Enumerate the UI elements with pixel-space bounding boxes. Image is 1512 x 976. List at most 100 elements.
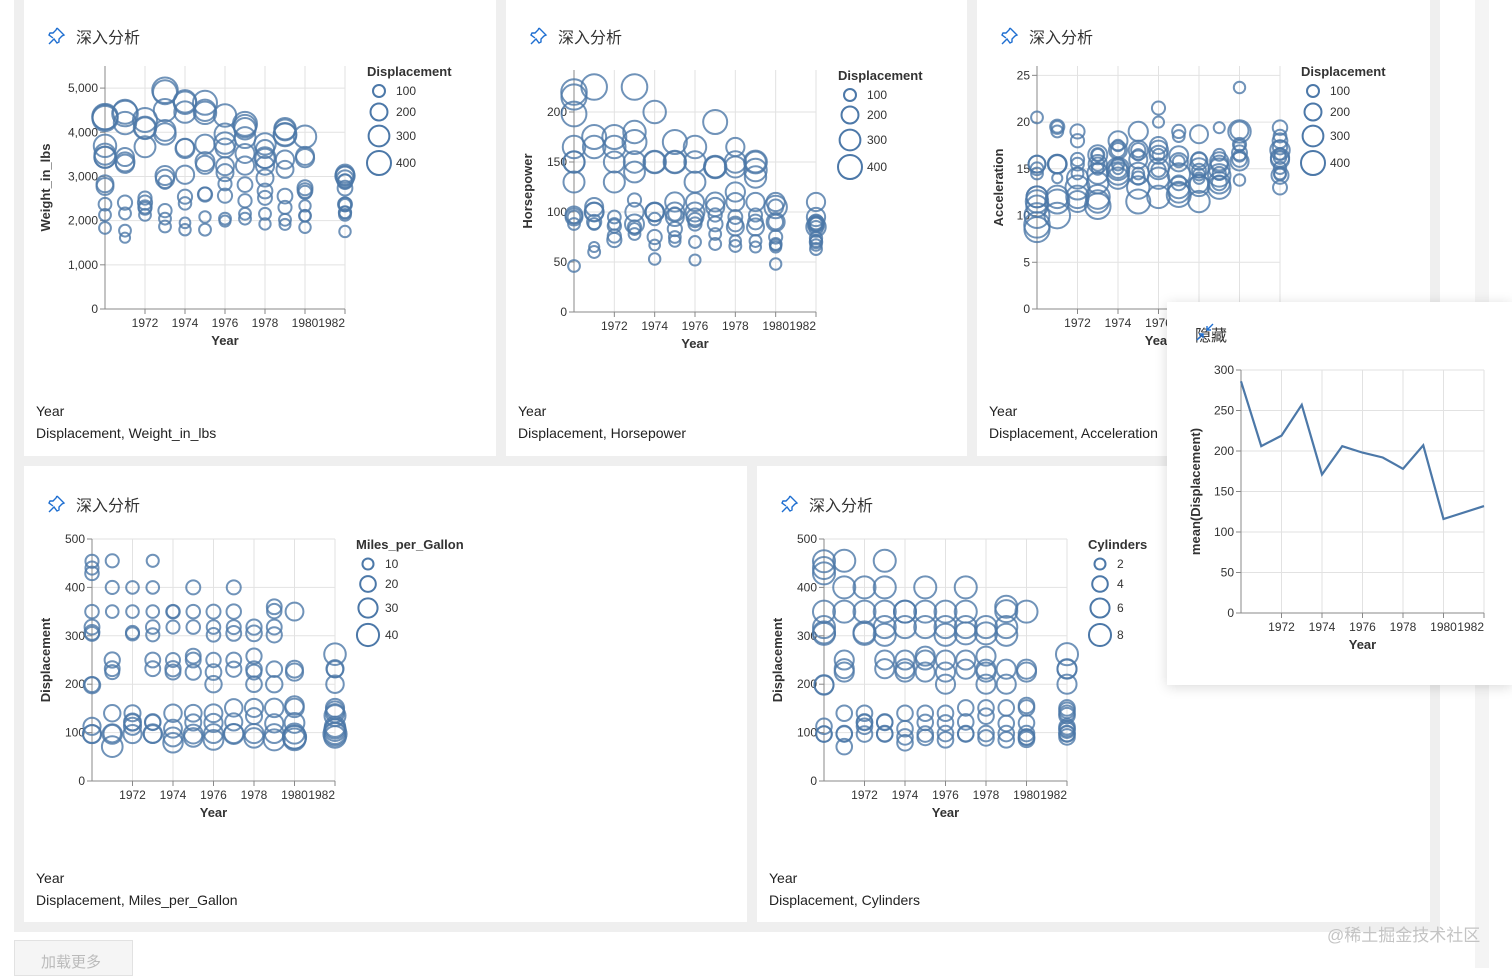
legend-symbol [1092,576,1108,592]
x-tick-label: 1972 [119,788,146,802]
y-tick-label: 200 [65,677,85,691]
legend-label: 400 [867,160,887,174]
legend-label: 200 [396,105,416,119]
legend-symbol [367,151,391,175]
y-tick-label: 500 [65,532,85,546]
scatter-point [274,118,295,139]
legend-label: 400 [396,156,416,170]
y-tick-label: 200 [1214,444,1234,458]
scatter-point [158,176,171,189]
x-tick-label: 1974 [172,316,199,330]
y-tick-label: 0 [1023,302,1030,316]
x-tick-label: 1980 [281,788,308,802]
hide-button[interactable]: 隐藏 [1195,322,1227,346]
legend-label: 6 [1117,601,1124,615]
scatter-point [704,156,725,177]
legend-symbol [371,104,388,121]
scatter-point [266,661,282,677]
scatter-point [199,224,211,236]
y-tick-label: 100 [547,205,567,219]
legend-label: 20 [385,577,399,591]
collapse-icon [1195,322,1215,342]
scatter-point [1048,155,1066,173]
scatter-point [1126,190,1150,214]
legend-symbol [357,624,379,646]
x-tick-label: 1976 [682,319,709,333]
scatter-point [917,705,933,721]
legend-label: 300 [867,133,887,147]
y-axis-title: Acceleration [991,148,1006,226]
scatter-point [265,724,284,743]
x-tick-label: 1980 [762,319,789,333]
y-tick-label: 400 [65,580,85,594]
scatter-point [628,193,641,206]
legend-title: Displacement [1301,64,1386,79]
x-axis-title: Year [211,333,238,348]
scatter-point [226,662,241,677]
scatter-point [227,604,241,618]
scatter-point [917,726,933,742]
y-tick-label: 2,000 [68,214,98,228]
legend-title: Cylinders [1088,537,1147,552]
scatter-point [914,616,936,638]
scatter-point [238,177,253,192]
legend-symbol [1090,598,1109,617]
scatter-point [146,605,159,618]
scatter-point [585,198,603,216]
y-tick-label: 0 [78,774,85,788]
scatter-point [238,194,251,207]
x-axis-title: Year [932,805,959,820]
x-tick-label: 1974 [1105,316,1132,330]
scatter-point [143,724,162,743]
y-axis-title: mean(Displacement) [1188,428,1203,555]
y-tick-label: 5,000 [68,81,98,95]
x-tick-label: 1974 [641,319,668,333]
x-tick-label: 1976 [932,788,959,802]
y-tick-label: 100 [797,726,817,740]
legend-title: Miles_per_Gallon [356,537,464,552]
x-axis-title: Year [1349,637,1376,652]
legend-label: 400 [1330,156,1350,170]
scatter-point [668,207,681,220]
x-tick-label: 1976 [1349,620,1376,634]
legend-label: 8 [1117,628,1124,642]
x-axis-title: Year [681,336,708,351]
legend-label: 300 [1330,129,1350,143]
x-tick-label: 1976 [200,788,227,802]
legend-label: 200 [867,108,887,122]
legend-symbol [362,558,373,569]
y-tick-label: 250 [1214,404,1234,418]
scatter-point [1214,122,1225,133]
scatter-point [145,653,160,668]
scatter-point [106,605,119,618]
scatter-point [877,726,893,742]
scatter-point [120,233,130,243]
scatter-point [874,550,896,572]
x-tick-label: 1978 [973,788,1000,802]
legend-label: 30 [385,601,399,615]
legend-label: 300 [396,129,416,143]
scatter-point [194,100,215,121]
scatter-point [997,660,1016,679]
scatter-point [955,622,977,644]
scatter-point [106,554,119,567]
watermark: @稀土掘金技术社区 [1327,921,1480,946]
scatter-point [102,736,123,757]
legend-label: 40 [385,628,399,642]
y-tick-label: 1,000 [68,258,98,272]
legend-symbol [1303,126,1324,147]
x-tick-label: 1974 [160,788,187,802]
legend-symbol [1089,624,1111,646]
x-tick-label: 1982 [789,319,816,333]
y-axis-title: Displacement [38,617,53,702]
load-more-button[interactable]: 加载更多 [14,940,133,976]
y-axis-title: Horsepower [520,153,535,228]
x-tick-label: 1982 [308,788,335,802]
legend-label: 4 [1117,577,1124,591]
scatter-point [186,605,200,619]
scatter-point [103,724,122,743]
x-tick-label: 1978 [241,788,268,802]
x-tick-label: 1972 [1268,620,1295,634]
x-tick-label: 1982 [1040,788,1067,802]
